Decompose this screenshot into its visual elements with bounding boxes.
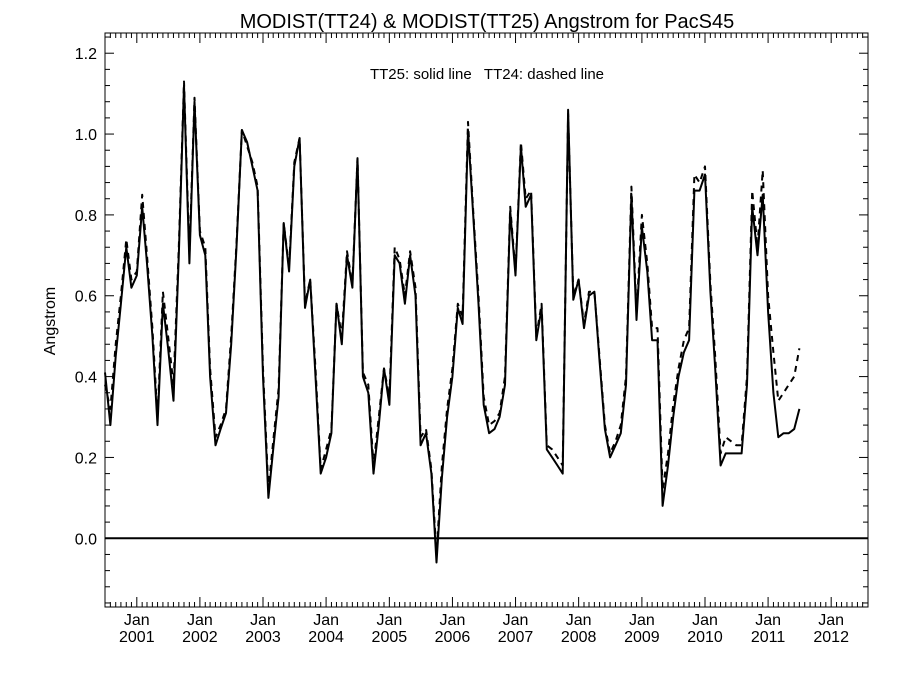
x-tick-month-label: Jan [692,612,718,629]
y-tick-label: 0.6 [75,289,97,306]
x-tick-year-label: 2007 [498,629,534,646]
x-tick-month-label: Jan [818,612,844,629]
x-tick-month-label: Jan [629,612,655,629]
x-tick-month-label: Jan [503,612,529,629]
x-tick-year-label: 2005 [372,629,408,646]
x-tick-year-label: 2011 [751,629,786,646]
x-tick-year-label: 2003 [245,629,281,646]
y-tick-label: 1.0 [75,127,97,144]
y-axis-label: Angstrom [42,287,59,355]
y-tick-label: 0.0 [75,531,97,548]
series-line-tt24 [104,80,801,556]
x-tick-month-label: Jan [755,612,781,629]
plot-area: 0.00.20.40.60.81.01.2Jan2001Jan2002Jan20… [75,32,869,646]
y-tick-label: 0.2 [75,450,97,467]
x-tick-month-label: Jan [376,612,402,629]
x-tick-year-label: 2004 [308,629,344,646]
legend-annotation: TT25: solid line TT24: dashed line [370,66,604,83]
x-tick-month-label: Jan [187,612,213,629]
x-tick-month-label: Jan [566,612,592,629]
y-tick-label: 0.8 [75,208,97,225]
y-tick-label: 1.2 [75,46,97,63]
x-tick-year-label: 2002 [182,629,218,646]
x-tick-year-label: 2006 [435,629,471,646]
series-line-tt25 [104,84,801,564]
x-tick-year-label: 2008 [561,629,597,646]
x-tick-month-label: Jan [124,612,150,629]
y-tick-label: 0.4 [75,370,97,387]
plot-frame [104,32,869,608]
x-tick-year-label: 2001 [119,629,155,646]
x-tick-month-label: Jan [250,612,276,629]
x-tick-year-label: 2012 [813,629,849,646]
x-tick-month-label: Jan [313,612,339,629]
x-tick-month-label: Jan [440,612,466,629]
x-tick-year-label: 2009 [624,629,660,646]
x-tick-year-label: 2010 [687,629,723,646]
chart-title: MODIST(TT24) & MODIST(TT25) Angstrom for… [240,11,735,33]
